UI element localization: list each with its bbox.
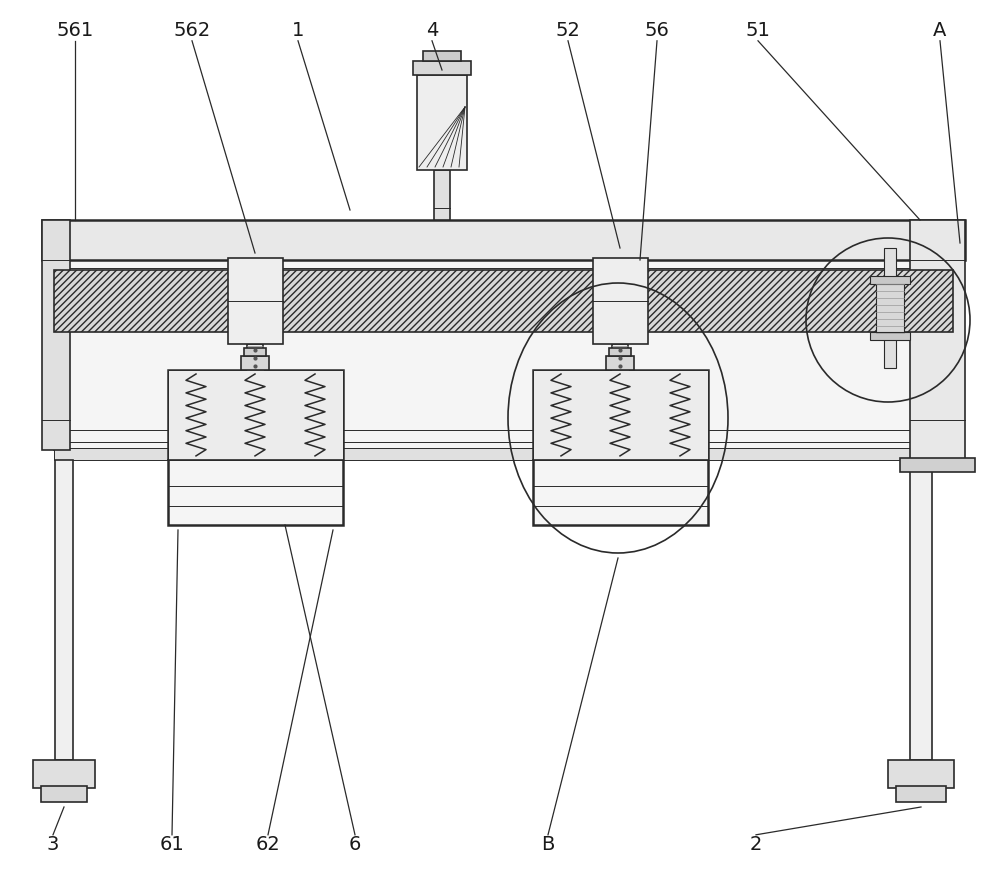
Bar bbox=[247, 344, 263, 370]
Bar bbox=[54, 260, 953, 450]
Text: B: B bbox=[541, 835, 555, 854]
Bar bbox=[228, 258, 283, 344]
Bar bbox=[606, 356, 634, 370]
Bar bbox=[910, 460, 932, 760]
Bar bbox=[54, 448, 953, 460]
Bar bbox=[533, 370, 708, 460]
Bar bbox=[896, 786, 946, 802]
Bar bbox=[533, 370, 708, 525]
Bar bbox=[434, 170, 450, 220]
Bar bbox=[168, 370, 343, 460]
Text: 61: 61 bbox=[160, 835, 184, 854]
Bar bbox=[244, 348, 266, 356]
Bar bbox=[33, 760, 95, 788]
Bar bbox=[42, 220, 70, 450]
Bar bbox=[876, 278, 904, 338]
Text: A: A bbox=[933, 21, 947, 40]
Bar bbox=[910, 220, 965, 460]
Text: 56: 56 bbox=[645, 21, 669, 40]
Bar bbox=[612, 344, 628, 370]
Bar bbox=[609, 348, 631, 356]
Bar bbox=[884, 248, 896, 368]
Bar bbox=[413, 61, 471, 75]
Bar bbox=[888, 760, 954, 788]
Bar bbox=[54, 270, 953, 332]
Bar bbox=[593, 258, 648, 344]
Bar bbox=[870, 276, 910, 284]
Bar bbox=[870, 332, 910, 340]
Bar bbox=[423, 51, 461, 61]
Text: 4: 4 bbox=[426, 21, 438, 40]
Bar bbox=[42, 220, 965, 260]
Bar bbox=[168, 370, 343, 525]
Bar bbox=[417, 75, 467, 170]
Text: 6: 6 bbox=[349, 835, 361, 854]
Text: 52: 52 bbox=[556, 21, 580, 40]
Text: 561: 561 bbox=[56, 21, 94, 40]
Bar bbox=[41, 786, 87, 802]
Bar bbox=[55, 460, 73, 760]
Text: 1: 1 bbox=[292, 21, 304, 40]
Text: 51: 51 bbox=[746, 21, 770, 40]
Text: 3: 3 bbox=[47, 835, 59, 854]
Text: 62: 62 bbox=[256, 835, 280, 854]
Bar bbox=[241, 356, 269, 370]
Text: 562: 562 bbox=[173, 21, 211, 40]
Bar bbox=[900, 458, 975, 472]
Text: 2: 2 bbox=[750, 835, 762, 854]
